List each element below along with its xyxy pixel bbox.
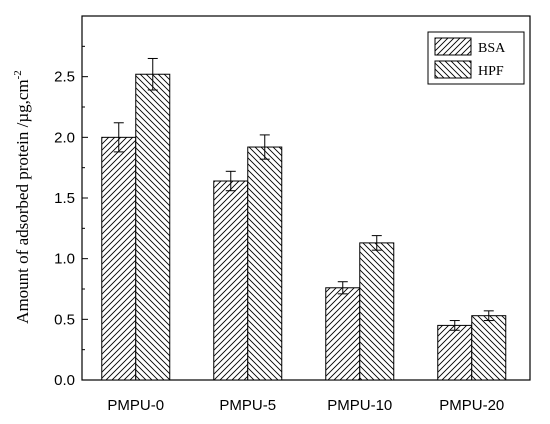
y-axis-title-superscript: -2 [12, 70, 24, 79]
y-axis-title: Amount of adsorbed protein /µg,cm-2 [12, 70, 32, 324]
x-axis: PMPU-0 PMPU-5 PMPU-10 PMPU-20 [107, 374, 504, 414]
bar-hpf-pmpu-10 [359, 242, 395, 381]
y-tick-label: 2.5 [54, 69, 75, 86]
y-tick-label: 2.0 [54, 129, 75, 146]
y-tick-label: 0.5 [54, 311, 75, 328]
legend-swatch-hpf [434, 60, 472, 79]
legend-label-hpf: HPF [478, 64, 504, 79]
x-tick-label: PMPU-5 [219, 397, 276, 414]
x-tick-label: PMPU-10 [327, 397, 392, 414]
y-axis-title-text: Amount of adsorbed protein /µg,cm [13, 79, 32, 323]
legend: BSA HPF [427, 31, 525, 85]
y-tick-label: 1.0 [54, 251, 75, 268]
bar-bsa-pmpu-0 [101, 136, 137, 381]
legend-label-bsa: BSA [478, 41, 506, 56]
y-tick-label: 0.0 [54, 372, 75, 389]
bar-bsa-pmpu-20 [437, 324, 473, 381]
x-tick-label: PMPU-20 [439, 397, 504, 414]
bar-bsa-pmpu-10 [325, 287, 361, 381]
y-axis: 0.0 0.5 1.0 1.5 2.0 2.5 [54, 45, 88, 389]
legend-swatch-bsa [434, 37, 472, 56]
bar-hpf-pmpu-5 [247, 146, 283, 381]
y-tick-label: 1.5 [54, 190, 75, 207]
bar-bsa-pmpu-5 [213, 180, 249, 381]
x-tick-label: PMPU-0 [107, 397, 164, 414]
bar-hpf-pmpu-20 [471, 315, 507, 381]
bar-hpf-pmpu-0 [135, 73, 171, 381]
bars [101, 57, 507, 381]
